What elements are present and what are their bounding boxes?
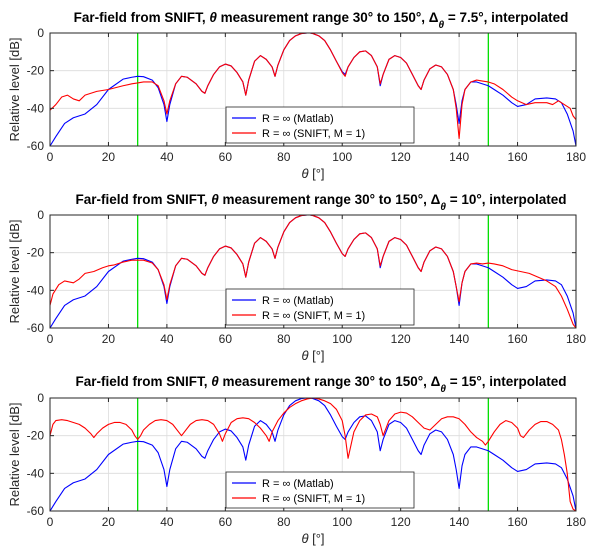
x-label-symbol: θ [301, 531, 308, 546]
y-tick-label: -40 [27, 101, 45, 115]
legend-label: R = ∞ (SNIFT, M = 1) [262, 310, 365, 322]
x-tick-label: 60 [219, 150, 233, 164]
title-part: Δ [431, 192, 441, 207]
x-tick-label: 0 [47, 332, 54, 346]
y-tick-label: -60 [27, 504, 45, 518]
chart-panel-3: Far-field from SNIFT, θ measurement rang… [7, 374, 586, 546]
legend-label: R = ∞ (Matlab) [262, 478, 334, 490]
legend: R = ∞ (Matlab) R = ∞ (SNIFT, M = 1) [225, 288, 415, 326]
title-part: Δ [429, 10, 439, 25]
axes-box [49, 32, 577, 147]
axes-box [49, 214, 577, 329]
x-tick-label: 20 [102, 332, 116, 346]
x-tick-label: 80 [277, 150, 291, 164]
x-tick-label: 120 [391, 150, 411, 164]
x-label-symbol: θ [301, 166, 308, 181]
x-tick-label: 60 [219, 332, 233, 346]
legend: R = ∞ (Matlab) R = ∞ (SNIFT, M = 1) [225, 471, 415, 509]
title-part: θ [211, 374, 219, 389]
x-label-unit: [°] [309, 348, 325, 363]
legend-label: R = ∞ (SNIFT, M = 1) [262, 128, 365, 140]
title-part: measurement range 30° to 150°, [217, 10, 429, 25]
x-tick-label: 40 [160, 150, 174, 164]
x-tick-label: 0 [47, 515, 54, 529]
y-axis-label: Relative level [dB] [7, 37, 22, 141]
title-part: θ [439, 20, 445, 31]
x-tick-label: 180 [566, 150, 586, 164]
title-part: measurement range 30° to 150°, [219, 374, 431, 389]
y-tick-label: -60 [27, 139, 45, 153]
y-tick-label: 0 [37, 391, 44, 405]
x-tick-label: 60 [219, 515, 233, 529]
x-tick-label: 80 [277, 515, 291, 529]
title-part: θ [211, 192, 219, 207]
y-axis-label: Relative level [dB] [7, 402, 22, 506]
y-tick-label: -60 [27, 321, 45, 335]
series-line-matlab [50, 398, 576, 511]
x-tick-label: 160 [508, 150, 528, 164]
y-tick-label: 0 [37, 26, 44, 40]
series-line-snift [50, 33, 576, 140]
x-axis-label: θ [°] [301, 166, 324, 181]
x-tick-label: 120 [391, 332, 411, 346]
x-tick-label: 100 [332, 515, 352, 529]
x-tick-label: 120 [391, 515, 411, 529]
legend-label: R = ∞ (Matlab) [262, 113, 334, 125]
x-tick-label: 80 [277, 332, 291, 346]
y-tick-label: 0 [37, 208, 44, 222]
chart-panel-2: Far-field from SNIFT, θ measurement rang… [7, 192, 586, 363]
legend-label: R = ∞ (Matlab) [262, 295, 334, 307]
x-tick-label: 140 [449, 150, 469, 164]
legend-label: R = ∞ (SNIFT, M = 1) [262, 493, 365, 505]
legend-box [225, 106, 415, 144]
x-tick-label: 0 [47, 150, 54, 164]
axes-box [49, 397, 577, 512]
y-axis-label: Relative level [dB] [7, 219, 22, 323]
chart-panel-1: Far-field from SNIFT, θ measurement rang… [7, 10, 586, 181]
series-line-snift [50, 215, 576, 328]
title-part: = 7.5°, interpolated [444, 10, 568, 25]
legend: R = ∞ (Matlab) R = ∞ (SNIFT, M = 1) [225, 106, 415, 144]
title-part: θ [209, 10, 217, 25]
y-tick-label: -40 [27, 466, 45, 480]
title-part: Far-field from SNIFT, [75, 192, 211, 207]
x-tick-label: 100 [332, 150, 352, 164]
title-part: Δ [431, 374, 441, 389]
x-label-unit: [°] [309, 166, 325, 181]
title-part: θ [440, 384, 446, 395]
title-part: Far-field from SNIFT, [74, 10, 210, 25]
chart-title: Far-field from SNIFT, θ measurement rang… [75, 374, 566, 395]
x-tick-label: 140 [449, 515, 469, 529]
y-tick-label: -40 [27, 283, 45, 297]
x-label-symbol: θ [301, 348, 308, 363]
y-tick-label: -20 [27, 246, 45, 260]
x-tick-label: 40 [160, 515, 174, 529]
x-tick-label: 20 [102, 150, 116, 164]
title-part: = 15°, interpolated [446, 374, 567, 389]
chart-title: Far-field from SNIFT, θ measurement rang… [74, 10, 569, 31]
series-line-snift [50, 398, 576, 511]
y-tick-label: -20 [27, 429, 45, 443]
y-tick-label: -20 [27, 64, 45, 78]
title-part: θ [440, 202, 446, 213]
x-tick-label: 160 [508, 332, 528, 346]
x-axis-label: θ [°] [301, 348, 324, 363]
x-axis-label: θ [°] [301, 531, 324, 546]
legend-box [225, 288, 415, 326]
x-tick-label: 20 [102, 515, 116, 529]
x-label-unit: [°] [309, 531, 325, 546]
title-part: Far-field from SNIFT, [75, 374, 211, 389]
chart-title: Far-field from SNIFT, θ measurement rang… [75, 192, 566, 213]
x-tick-label: 40 [160, 332, 174, 346]
title-part: measurement range 30° to 150°, [219, 192, 431, 207]
x-tick-label: 160 [508, 515, 528, 529]
x-tick-label: 180 [566, 332, 586, 346]
x-tick-label: 100 [332, 332, 352, 346]
legend-box [225, 471, 415, 509]
x-tick-label: 180 [566, 515, 586, 529]
title-part: = 10°, interpolated [446, 192, 567, 207]
x-tick-label: 140 [449, 332, 469, 346]
